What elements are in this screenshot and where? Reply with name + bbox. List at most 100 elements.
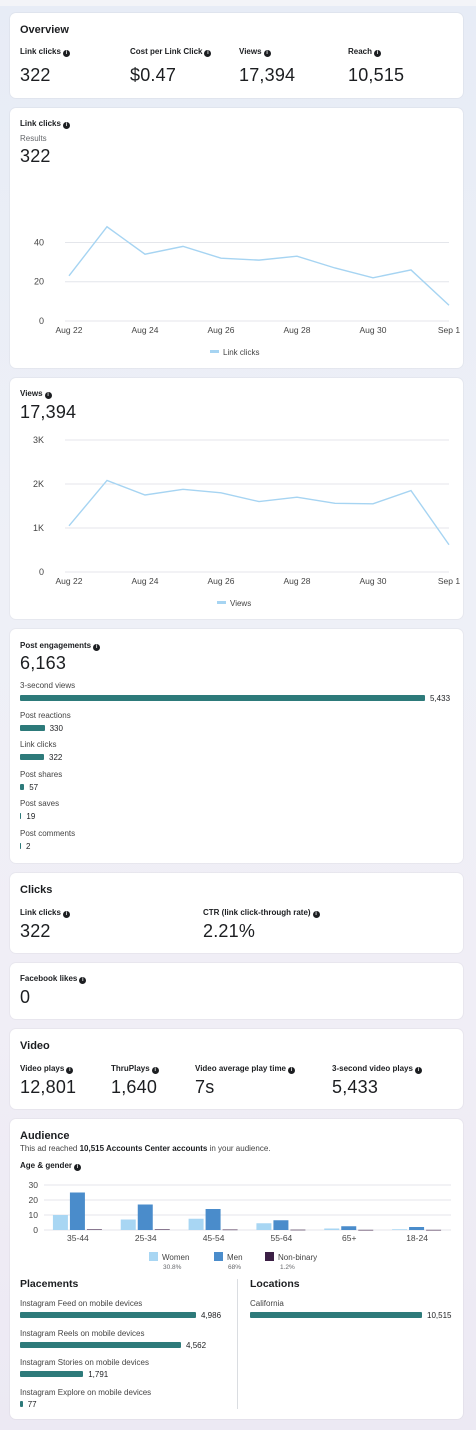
location-bar[interactable] — [250, 1312, 422, 1318]
bar-women-25-34[interactable] — [120, 1219, 136, 1231]
overview-card: Overview Link clicks i 322 Cost per Link … — [10, 13, 463, 98]
data-point[interactable] — [67, 523, 72, 528]
data-point[interactable] — [295, 495, 300, 500]
x-tick-label: 65+ — [342, 1233, 356, 1243]
bar-women-65+[interactable] — [324, 1228, 340, 1231]
link-clicks-card: Link clicks i Results 322 0 20 40 Aug 22 Aug … — [10, 108, 463, 368]
bar-men-45-54[interactable] — [205, 1209, 221, 1230]
data-point[interactable] — [409, 267, 414, 272]
placement-bar[interactable] — [20, 1371, 84, 1377]
data-point[interactable] — [257, 258, 262, 263]
data-point[interactable] — [333, 501, 338, 506]
bar-non-binary-18-24[interactable] — [426, 1229, 442, 1231]
link-clicks-title: Link clicks i — [20, 119, 70, 129]
placement-bar[interactable] — [20, 1341, 182, 1348]
clicks-link-clicks-label: Link clicks i — [20, 908, 70, 918]
info-icon[interactable]: i — [414, 1067, 422, 1074]
ctr-value: 2.21% — [203, 921, 256, 941]
data-point[interactable] — [181, 487, 186, 492]
bar-women-55-64[interactable] — [256, 1223, 272, 1230]
data-point[interactable] — [143, 252, 148, 257]
info-icon[interactable]: i — [66, 1067, 74, 1074]
y-tick-label: 0 — [39, 567, 44, 577]
divider — [237, 1279, 238, 1409]
legend-swatch — [214, 1252, 223, 1261]
bar-men-25-34[interactable] — [137, 1204, 153, 1231]
views-chart: 0 1K 2K 3K Aug 22 Aug 24 Aug 26 Aug 28 Aug 30 Sep… — [33, 435, 460, 586]
info-icon[interactable]: i — [288, 1067, 296, 1074]
post-engagements-total: 6,163 — [20, 653, 67, 673]
bar-men-55-64[interactable] — [273, 1220, 289, 1230]
engagement-bar[interactable] — [20, 813, 22, 819]
y-tick-label: 1K — [33, 523, 44, 533]
info-icon[interactable]: i — [79, 977, 87, 984]
placement-bar[interactable] — [20, 1312, 196, 1318]
bar-non-binary-65+[interactable] — [358, 1229, 374, 1231]
bar-women-35-44[interactable] — [52, 1215, 68, 1230]
facebook-likes-value: 0 — [20, 987, 31, 1007]
engagement-bar[interactable] — [20, 724, 45, 731]
info-icon[interactable]: i — [204, 50, 212, 57]
metric-link-clicks-label: Link clicks i — [20, 47, 70, 57]
y-tick-label: 10 — [29, 1210, 39, 1220]
engagement-bar[interactable] — [20, 695, 425, 701]
data-point[interactable] — [409, 488, 414, 493]
data-point[interactable] — [333, 265, 338, 270]
info-icon[interactable]: i — [62, 911, 70, 918]
bar-women-18-24[interactable] — [392, 1229, 408, 1230]
bar-men-65+[interactable] — [341, 1226, 357, 1230]
engagement-label: Link clicks — [20, 740, 57, 749]
bar-non-binary-55-64[interactable] — [290, 1229, 306, 1231]
bar-non-binary-45-54[interactable] — [222, 1229, 238, 1231]
metric-cost-per-link-click-label: Cost per Link Click i — [130, 47, 212, 57]
info-icon[interactable]: i — [62, 50, 70, 57]
placement-value: 4,562 — [186, 1340, 207, 1350]
engagement-value: 19 — [26, 812, 36, 821]
post-engagements-title: Post engagements i — [20, 641, 101, 651]
info-icon[interactable]: i — [151, 1067, 159, 1074]
bar-men-35-44[interactable] — [69, 1192, 85, 1231]
bar-non-binary-35-44[interactable] — [86, 1229, 102, 1230]
info-icon[interactable]: i — [44, 392, 52, 399]
y-tick-label: 2K — [33, 479, 44, 489]
age-gender-label: Age & gender i — [20, 1161, 82, 1171]
legend-non-binary: Non-binary — [265, 1252, 317, 1262]
info-icon[interactable]: i — [62, 122, 70, 129]
data-point[interactable] — [257, 499, 262, 504]
location-label: California — [250, 1299, 284, 1308]
info-icon[interactable]: i — [74, 1164, 82, 1171]
info-icon[interactable]: i — [263, 50, 271, 57]
bar-non-binary-25-34[interactable] — [154, 1229, 170, 1230]
legend-swatch — [217, 601, 226, 604]
metric-views-value: 17,394 — [239, 65, 296, 85]
data-point[interactable] — [219, 256, 224, 261]
bar-men-18-24[interactable] — [409, 1227, 425, 1230]
audience-description: This ad reached 10,515 Accounts Center a… — [20, 1144, 271, 1153]
data-point[interactable] — [371, 501, 376, 506]
metric-cost-per-link-click-value: $0.47 — [130, 65, 177, 85]
data-point[interactable] — [67, 273, 72, 278]
data-point[interactable] — [295, 254, 300, 259]
link-clicks-chart: 0 20 40 Aug 22 Aug 24 Aug 26 Aug 28 Aug 30 Sep 1 — [34, 224, 460, 335]
x-tick-label: 45-54 — [203, 1233, 225, 1243]
data-point[interactable] — [219, 490, 224, 495]
data-point[interactable] — [447, 303, 452, 308]
bar-women-45-54[interactable] — [188, 1218, 204, 1230]
x-tick-label: Aug 26 — [208, 576, 235, 586]
engagement-bar[interactable] — [20, 783, 25, 790]
placement-bar[interactable] — [20, 1400, 23, 1407]
data-point[interactable] — [447, 542, 452, 547]
data-point[interactable] — [105, 224, 110, 229]
info-icon[interactable]: i — [312, 911, 320, 918]
data-point[interactable] — [181, 244, 186, 249]
data-point[interactable] — [143, 493, 148, 498]
metric-reach-label: Reach i — [348, 47, 382, 57]
info-icon[interactable]: i — [374, 50, 382, 57]
facebook-likes-card: Facebook likes i 0 — [10, 963, 463, 1019]
data-point[interactable] — [105, 478, 110, 483]
info-icon[interactable]: i — [93, 644, 101, 651]
engagement-bar[interactable] — [20, 754, 44, 760]
engagement-bar[interactable] — [20, 842, 21, 849]
series-line — [68, 225, 450, 306]
data-point[interactable] — [371, 275, 376, 280]
